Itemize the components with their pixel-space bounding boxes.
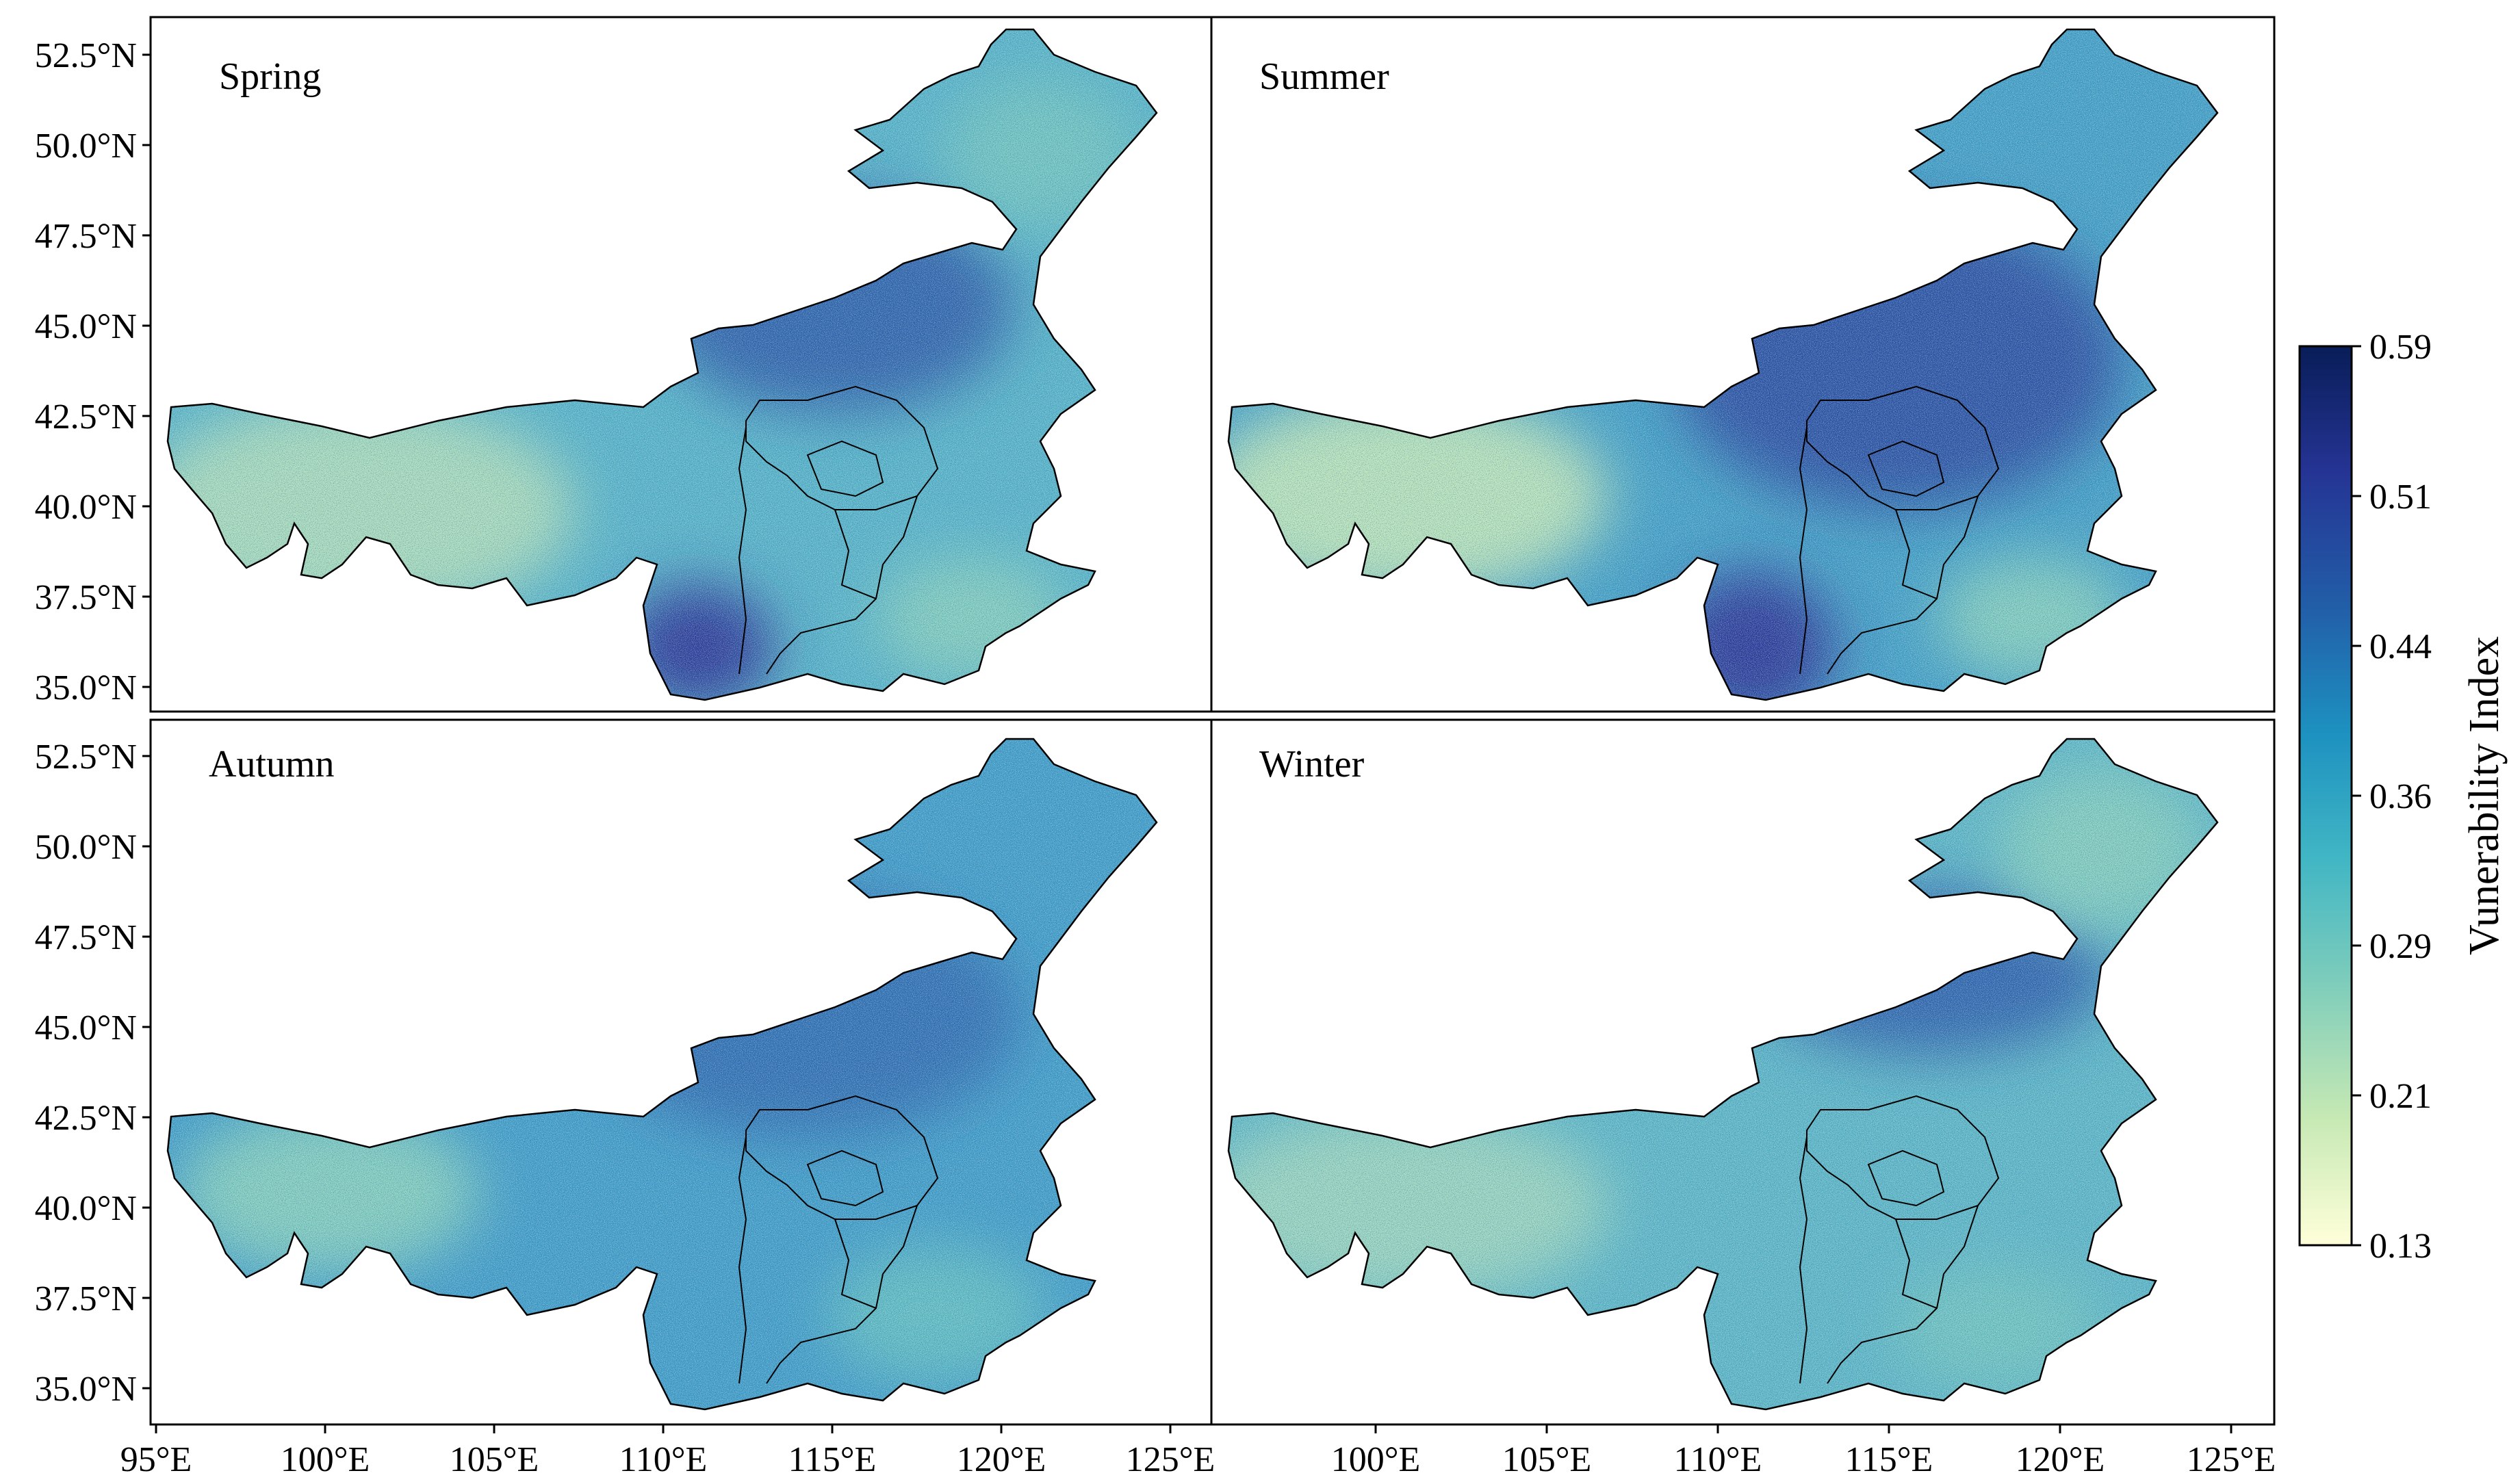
latitude-tick-label: 45.0°N [35, 307, 137, 346]
latitude-tick-label: 35.0°N [35, 1370, 137, 1409]
panel-label-autumn: Autumn [209, 743, 335, 785]
longitude-tick-label: 125°E [2187, 1440, 2276, 1479]
longitude-tick-label: 105°E [450, 1440, 539, 1479]
longitude-tick-label: 95°E [120, 1440, 192, 1479]
longitude-tick-label: 105°E [1502, 1440, 1592, 1479]
colorbar-gradient [2298, 345, 2353, 1247]
latitude-tick-label: 47.5°N [35, 217, 137, 256]
colorbar-tick-label: 0.51 [2369, 478, 2432, 517]
latitude-tick-label: 47.5°N [35, 918, 137, 957]
longitude-tick-label: 120°E [2016, 1440, 2105, 1479]
map-summer: Summer [1227, 28, 2219, 701]
longitude-axis-right: 100°E 105°E 110°E 115°E 120°E 125°E [1331, 1424, 2276, 1479]
map-winter: Winter [1227, 738, 2219, 1411]
colorbar-tick-label: 0.29 [2369, 927, 2432, 966]
panel-label-winter: Winter [1259, 743, 1365, 785]
latitude-tick-label: 40.0°N [35, 488, 137, 527]
panel-label-spring: Spring [219, 55, 321, 98]
panel-label-summer: Summer [1259, 55, 1389, 98]
panel-frame-winter [1210, 718, 2276, 1426]
latitude-tick-label: 42.5°N [35, 398, 137, 437]
colorbar-tick-label: 0.13 [2369, 1227, 2432, 1266]
colorbar-tick-label: 0.21 [2369, 1077, 2432, 1116]
map-autumn: Autumn [166, 738, 1158, 1411]
longitude-tick-label: 120°E [957, 1440, 1046, 1479]
latitude-tick-label: 40.0°N [35, 1189, 137, 1228]
longitude-tick-label: 100°E [281, 1440, 370, 1479]
panel-frame-summer [1210, 16, 2276, 713]
latitude-tick-label: 35.0°N [35, 668, 137, 707]
colorbar-ticks: 0.59 0.51 0.44 0.36 0.29 0.21 0.13 [2352, 328, 2432, 1266]
longitude-tick-label: 110°E [1674, 1440, 1762, 1479]
latitude-tick-label: 52.5°N [35, 36, 137, 75]
colorbar-label: Vunerability Index [2461, 636, 2508, 955]
longitude-tick-label: 115°E [788, 1440, 877, 1479]
latitude-axis-top: 52.5°N 50.0°N 47.5°N 45.0°N 42.5°N 40.0°N 37.5… [35, 36, 151, 707]
longitude-tick-label: 100°E [1331, 1440, 1421, 1479]
longitude-tick-label: 115°E [1845, 1440, 1933, 1479]
latitude-tick-label: 52.5°N [35, 738, 137, 777]
colorbar-tick-label: 0.44 [2369, 627, 2432, 666]
longitude-tick-label: 110°E [619, 1440, 708, 1479]
latitude-axis-bottom: 52.5°N 50.0°N 47.5°N 45.0°N 42.5°N 40.0°N 37.5… [35, 738, 151, 1409]
longitude-tick-label: 125°E [1126, 1440, 1215, 1479]
latitude-tick-label: 45.0°N [35, 1008, 137, 1047]
colorbar-tick-label: 0.59 [2369, 328, 2432, 367]
latitude-tick-label: 42.5°N [35, 1099, 137, 1138]
latitude-tick-label: 37.5°N [35, 578, 137, 617]
latitude-tick-label: 50.0°N [35, 828, 137, 867]
map-spring: Spring [166, 28, 1158, 701]
latitude-tick-label: 37.5°N [35, 1279, 137, 1318]
longitude-axis-left: 95°E 100°E 105°E 110°E 115°E 120°E 125°E [120, 1424, 1215, 1479]
colorbar: 0.59 0.51 0.44 0.36 0.29 0.21 0.13 Vunerabilit… [2298, 328, 2508, 1266]
latitude-tick-label: 50.0°N [35, 127, 137, 166]
colorbar-tick-label: 0.36 [2369, 777, 2432, 816]
